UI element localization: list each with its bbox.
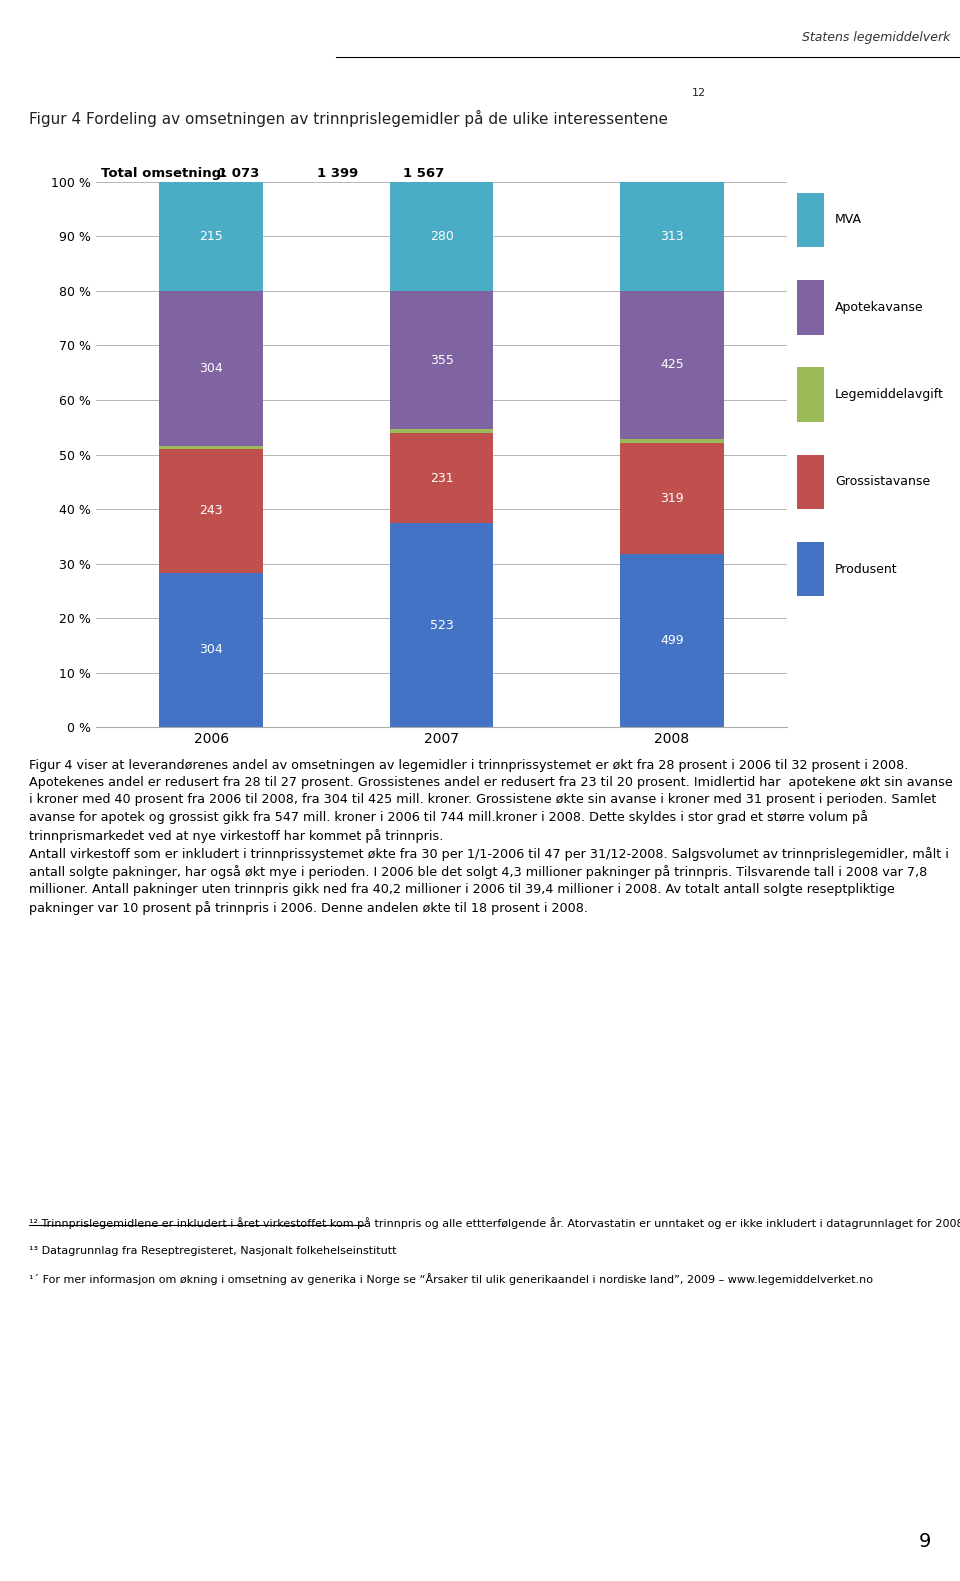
Bar [620,182,724,291]
Bar [620,443,724,553]
Bar [159,182,263,291]
Text: Statens legemiddelverk: Statens legemiddelverk [802,30,950,44]
Bar [620,291,724,438]
Text: MVA: MVA [835,213,862,226]
Bar [620,553,724,727]
Text: 9: 9 [919,1532,931,1551]
Text: Legemiddelavgift: Legemiddelavgift [835,387,944,402]
Bar [159,291,263,446]
Bar [620,438,724,443]
Bar [390,430,493,433]
Text: 1 073: 1 073 [218,168,259,180]
Text: Total omsetning:: Total omsetning: [101,168,227,180]
Text: 499: 499 [660,634,684,647]
Bar [390,182,493,291]
Text: 425: 425 [660,359,684,372]
Text: 231: 231 [430,471,453,485]
FancyBboxPatch shape [797,455,825,509]
Text: 319: 319 [660,492,684,504]
Text: 1 567: 1 567 [402,168,444,180]
Bar [159,446,263,449]
Text: 12: 12 [692,87,707,98]
Bar [159,449,263,572]
FancyBboxPatch shape [797,193,825,247]
Text: Figur 4 viser at leverandørenes andel av omsetningen av legemidler i trinnprissy: Figur 4 viser at leverandørenes andel av… [29,759,952,915]
Bar [390,523,493,727]
Text: 313: 313 [660,229,684,243]
Bar [390,291,493,430]
Text: Figur 4 Fordeling av omsetningen av trinnprislegemidler på de ulike interessente: Figur 4 Fordeling av omsetningen av trin… [29,111,668,126]
FancyBboxPatch shape [797,542,825,596]
Text: Apotekavanse: Apotekavanse [835,300,924,313]
Text: 243: 243 [200,504,223,517]
FancyBboxPatch shape [797,280,825,335]
Text: 304: 304 [200,362,223,375]
Text: 355: 355 [430,354,453,367]
Text: 215: 215 [200,229,223,243]
Text: Grossistavanse: Grossistavanse [835,476,930,489]
Text: 304: 304 [200,643,223,656]
FancyBboxPatch shape [797,367,825,422]
Text: Produsent: Produsent [835,563,898,575]
Text: 280: 280 [430,229,453,243]
Text: 1 399: 1 399 [318,168,358,180]
Bar [159,572,263,727]
Text: 523: 523 [430,618,453,632]
Text: ¹² Trinnprislegemidlene er inkludert i året virkestoffet kom på trinnpris og all: ¹² Trinnprislegemidlene er inkludert i å… [29,1217,960,1285]
Bar [390,433,493,523]
